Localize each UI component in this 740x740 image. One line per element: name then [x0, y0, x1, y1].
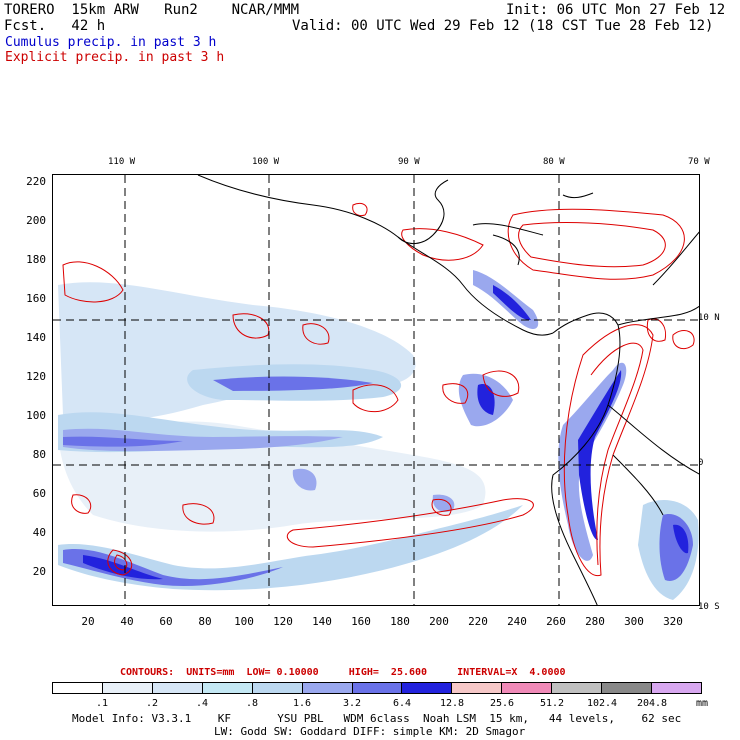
legend-label: .4 — [195, 698, 209, 709]
valid-time: Valid: 00 UTC Wed 29 Feb 12 (18 CST Tue … — [292, 18, 714, 34]
x-tick: 140 — [312, 615, 332, 628]
model-info-line1: Model Info: V3.3.1 KF YSU PBL WDM 6class… — [72, 712, 682, 725]
x-tick: 100 — [234, 615, 254, 628]
legend-swatch — [452, 683, 503, 693]
legend-label: 204.8 — [636, 698, 668, 709]
legend-label: 102.4 — [586, 698, 618, 709]
legend-swatch — [202, 683, 253, 693]
precip-map-svg — [53, 175, 699, 605]
explicit-precip-label: Explicit precip. in past 3 h — [5, 50, 225, 65]
x-tick: 240 — [507, 615, 527, 628]
x-tick: 20 — [81, 615, 95, 628]
lon-label-80w: 80 W — [543, 157, 565, 167]
init-time: Init: 06 UTC Mon 27 Feb 12 — [506, 2, 726, 18]
y-tick: 160 — [26, 292, 46, 305]
x-tick: 60 — [159, 615, 173, 628]
x-tick: 220 — [468, 615, 488, 628]
x-tick: 320 — [663, 615, 683, 628]
legend-units: mm — [696, 698, 709, 709]
contour-info: CONTOURS: UNITS=mm LOW= 0.10000 HIGH= 25… — [120, 667, 566, 678]
explicit-precip-contours — [62, 202, 695, 577]
x-tick: 160 — [351, 615, 371, 628]
x-tick: 180 — [390, 615, 410, 628]
precip-map — [52, 174, 700, 606]
x-tick: 80 — [198, 615, 212, 628]
coastlines — [197, 175, 699, 605]
lat-label-10n: 10 N — [698, 313, 720, 323]
legend-label: .1 — [95, 698, 109, 709]
legend-swatch — [402, 683, 453, 693]
legend-swatch — [252, 683, 303, 693]
lat-label-0: 0 — [698, 458, 704, 468]
cumulus-precip-label: Cumulus precip. in past 3 h — [5, 35, 217, 50]
model-info-line2: LW: Godd SW: Goddard DIFF: simple KM: 2D… — [214, 725, 526, 738]
precip-color-legend — [52, 682, 702, 694]
legend-swatch — [53, 683, 103, 693]
legend-label: 25.6 — [489, 698, 515, 709]
legend-label: .2 — [145, 698, 159, 709]
y-tick: 20 — [32, 565, 46, 578]
x-tick: 40 — [120, 615, 134, 628]
y-tick: 120 — [26, 370, 46, 383]
y-tick: 40 — [32, 526, 46, 539]
legend-label: 51.2 — [539, 698, 565, 709]
legend-label: 3.2 — [342, 698, 362, 709]
latlon-grid — [53, 175, 699, 605]
lon-label-70w: 70 W — [688, 157, 710, 167]
y-tick: 180 — [26, 253, 46, 266]
lat-label-10s: 10 S — [698, 602, 720, 612]
legend-label: 12.8 — [439, 698, 465, 709]
legend-swatch — [302, 683, 353, 693]
forecast-hour: Fcst. 42 h — [4, 18, 106, 34]
legend-swatch — [102, 683, 153, 693]
y-tick: 80 — [32, 448, 46, 461]
x-tick: 120 — [273, 615, 293, 628]
lon-label-100w: 100 W — [252, 157, 280, 167]
legend-label: 6.4 — [392, 698, 412, 709]
model-title: TORERO 15km ARW Run2 NCAR/MMM — [4, 2, 300, 18]
lon-label-110w: 110 W — [108, 157, 136, 167]
legend-label: 1.6 — [292, 698, 312, 709]
legend-swatch — [502, 683, 553, 693]
y-tick: 200 — [26, 214, 46, 227]
y-tick: 100 — [26, 409, 46, 422]
legend-swatch — [552, 683, 603, 693]
legend-swatch — [352, 683, 403, 693]
legend-swatch — [652, 683, 701, 693]
y-tick: 220 — [26, 175, 46, 188]
cumulus-precip-shading — [58, 270, 699, 600]
lon-label-90w: 90 W — [398, 157, 420, 167]
legend-label: .8 — [245, 698, 259, 709]
y-tick: 60 — [32, 487, 46, 500]
x-tick: 300 — [624, 615, 644, 628]
x-tick: 200 — [429, 615, 449, 628]
legend-swatch — [602, 683, 653, 693]
x-tick: 280 — [585, 615, 605, 628]
y-tick: 140 — [26, 331, 46, 344]
legend-swatch — [152, 683, 203, 693]
x-tick: 260 — [546, 615, 566, 628]
